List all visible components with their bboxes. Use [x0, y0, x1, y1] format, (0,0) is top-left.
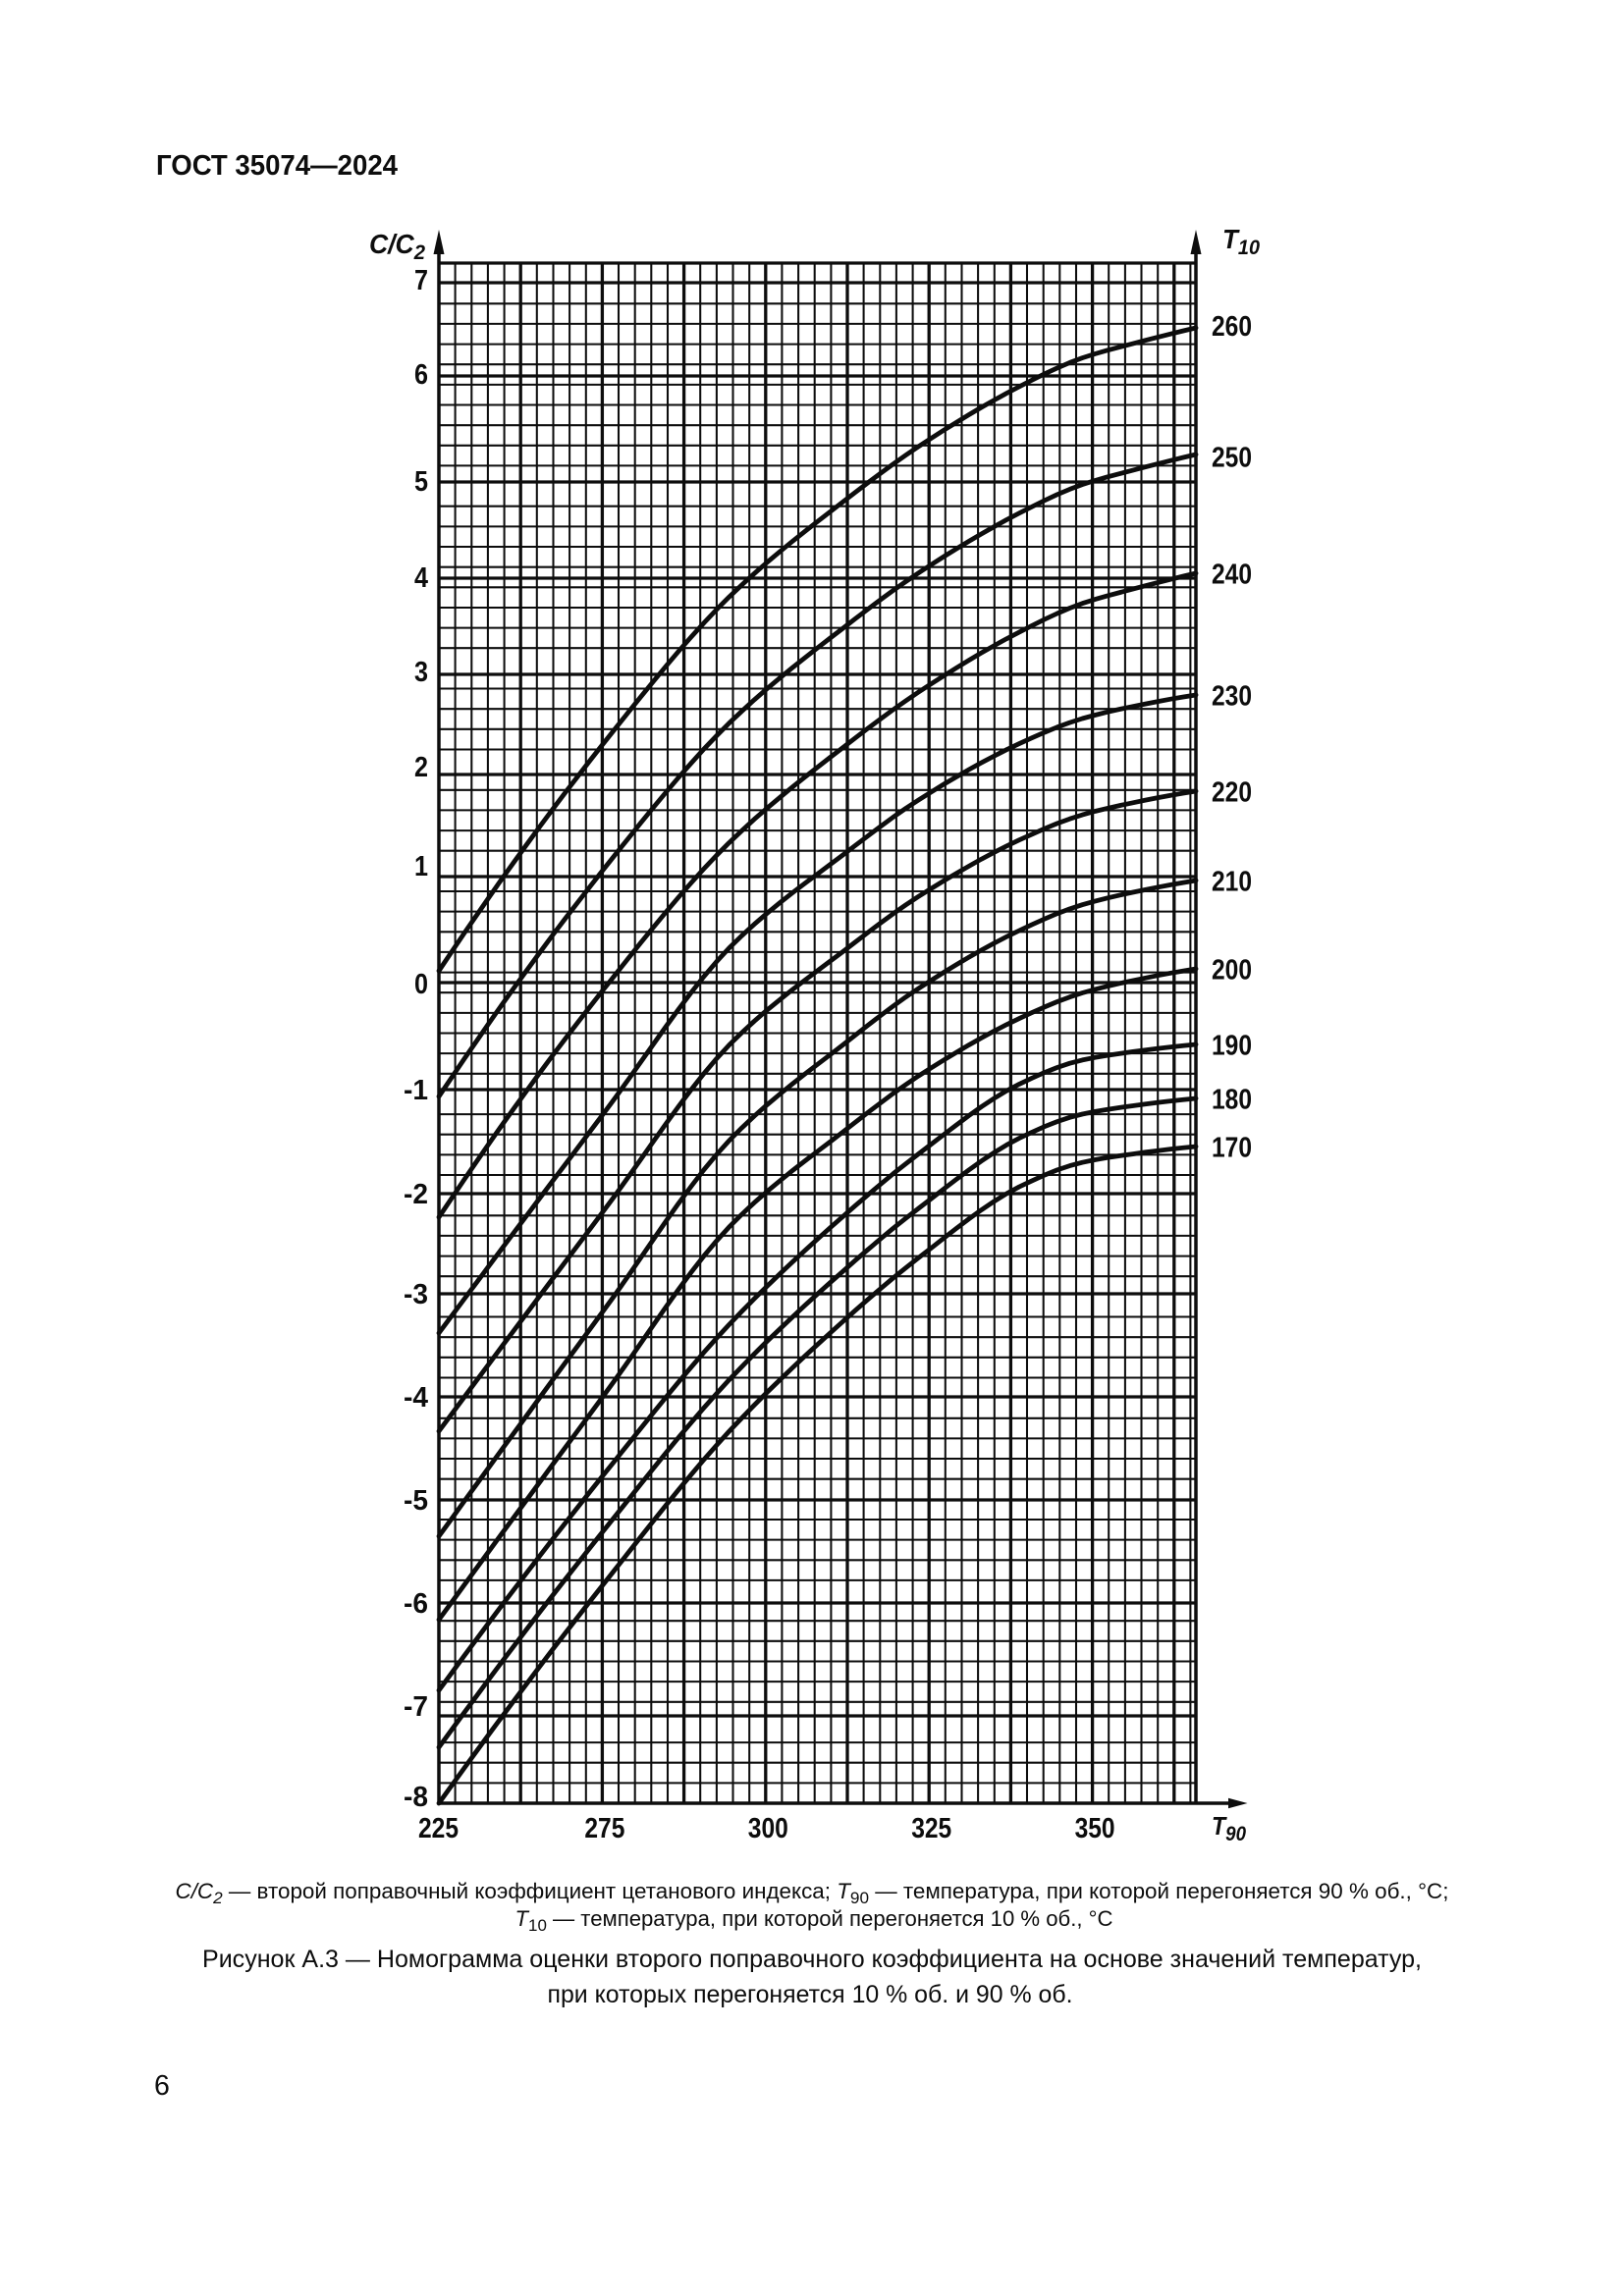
- svg-text:C/C2 — второй поправочный коэф: C/C2 — второй поправочный коэффициент це…: [176, 1879, 1449, 1907]
- svg-text:225: 225: [418, 1813, 459, 1844]
- svg-text:250: 250: [1212, 442, 1252, 473]
- svg-text:170: 170: [1212, 1132, 1252, 1163]
- svg-text:2: 2: [414, 752, 428, 783]
- svg-text:-7: -7: [404, 1691, 428, 1723]
- svg-text:-2: -2: [404, 1179, 428, 1210]
- svg-text:200: 200: [1212, 954, 1252, 986]
- svg-text:Рисунок А.3 — Номограмма оценк: Рисунок А.3 — Номограмма оценки второго …: [202, 1946, 1422, 1973]
- svg-text:300: 300: [748, 1813, 788, 1844]
- svg-text:4: 4: [414, 562, 428, 594]
- svg-text:275: 275: [584, 1813, 624, 1844]
- svg-text:-8: -8: [404, 1782, 428, 1813]
- svg-text:190: 190: [1212, 1030, 1252, 1061]
- svg-text:0: 0: [414, 969, 428, 1000]
- svg-text:3: 3: [414, 657, 428, 688]
- svg-text:-4: -4: [404, 1382, 428, 1414]
- svg-text:210: 210: [1212, 866, 1252, 897]
- svg-text:350: 350: [1075, 1813, 1115, 1844]
- svg-text:180: 180: [1212, 1084, 1252, 1115]
- svg-text:T10 — температура, при которой: T10 — температура, при которой перегоняе…: [515, 1906, 1113, 1935]
- svg-text:-5: -5: [404, 1485, 428, 1517]
- svg-text:-6: -6: [404, 1588, 428, 1620]
- svg-text:1: 1: [414, 851, 428, 882]
- svg-text:240: 240: [1212, 559, 1252, 590]
- svg-text:6: 6: [414, 359, 428, 391]
- svg-text:при которых перегоняется 10 %: при которых перегоняется 10 % об. и 90 %…: [548, 1981, 1073, 2008]
- svg-text:220: 220: [1212, 776, 1252, 808]
- svg-text:7: 7: [414, 265, 428, 296]
- svg-text:6: 6: [154, 2070, 170, 2102]
- svg-text:-3: -3: [404, 1279, 428, 1310]
- svg-text:-1: -1: [404, 1075, 428, 1106]
- svg-text:230: 230: [1212, 680, 1252, 712]
- svg-text:5: 5: [414, 466, 428, 498]
- svg-text:325: 325: [911, 1813, 951, 1844]
- svg-text:ГОСТ 35074—2024: ГОСТ 35074—2024: [156, 150, 398, 182]
- svg-text:260: 260: [1212, 311, 1252, 343]
